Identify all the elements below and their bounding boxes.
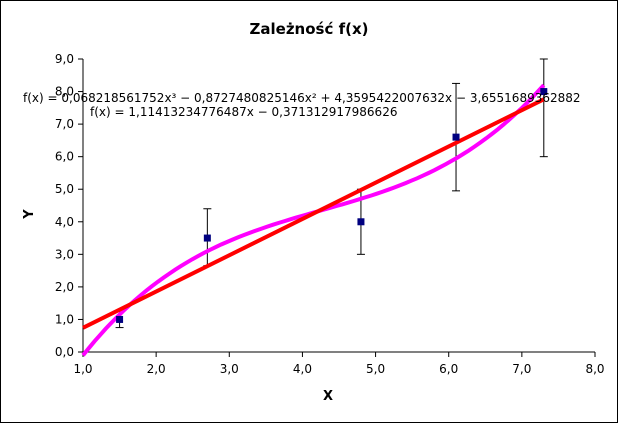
polynomial-equation: f(x) = 0,068218561752x³ − 0,872748082514… — [23, 91, 581, 105]
chart-title: Zależność f(x) — [250, 20, 369, 38]
y-tick-label: 3,0 — [55, 247, 74, 261]
y-tick-label: 8,0 — [55, 85, 74, 99]
data-point — [116, 315, 124, 323]
y-tick-label: 2,0 — [55, 280, 74, 294]
tick-labels: 1,0 2,0 3,0 4,0 5,0 6,0 7,0 8,0 0,0 1,0 2,0 3,0 4,0 5… — [55, 52, 605, 376]
y-tick-label: 1,0 — [55, 312, 74, 326]
y-tick-label: 6,0 — [55, 150, 74, 164]
x-tick-label: 8,0 — [585, 362, 604, 376]
polynomial-trendline — [81, 83, 546, 357]
x-tick-label: 6,0 — [439, 362, 458, 376]
x-tick-label: 7,0 — [512, 362, 531, 376]
y-tick-label: 4,0 — [55, 215, 74, 229]
x-tick-label: 2,0 — [147, 362, 166, 376]
axes — [78, 58, 596, 357]
y-tick-label: 7,0 — [55, 117, 74, 131]
y-tick-label: 0,0 — [55, 345, 74, 359]
y-tick-label: 5,0 — [55, 182, 74, 196]
y-axis-label: Y — [22, 209, 37, 220]
data-point — [203, 234, 211, 242]
linear-trendline — [82, 97, 545, 330]
data-points — [116, 88, 548, 323]
data-point — [452, 133, 460, 141]
x-axis-label: X — [323, 389, 333, 404]
x-tick-label: 3,0 — [220, 362, 239, 376]
x-tick-label: 5,0 — [366, 362, 385, 376]
x-tick-label: 4,0 — [293, 362, 312, 376]
data-point — [357, 218, 365, 226]
x-tick-label: 1,0 — [73, 362, 92, 376]
linear-equation: f(x) = 1,11413234776487x − 0,37131291798… — [90, 105, 397, 119]
y-tick-label: 9,0 — [55, 52, 74, 66]
trendlines — [81, 83, 546, 357]
data-point — [540, 88, 548, 96]
